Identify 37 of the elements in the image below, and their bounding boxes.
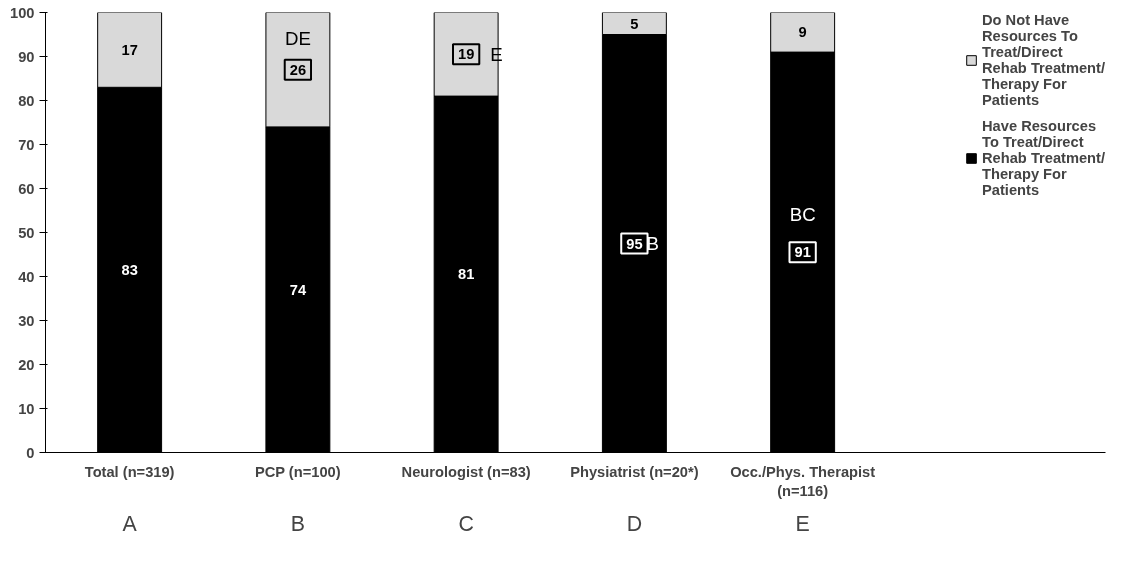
x-tick-label: PCP (n=100) xyxy=(254,463,341,480)
data-label: 19 xyxy=(457,46,475,63)
annotation: DE xyxy=(284,28,311,50)
data-label: 26 xyxy=(289,61,307,78)
data-label: 81 xyxy=(457,266,475,283)
x-tick-label: Total (n=319) xyxy=(84,463,175,480)
annotation: B xyxy=(646,233,659,254)
text: A xyxy=(122,511,138,536)
x-tick-label: Neurologist (n=83) xyxy=(401,463,531,480)
annotation: E xyxy=(490,43,503,65)
data-label: 5 xyxy=(630,15,639,32)
y-tick-label: 100 xyxy=(10,4,35,21)
data-label: 17 xyxy=(121,41,138,58)
text: D xyxy=(626,511,643,536)
y-tick-label: 40 xyxy=(18,268,35,285)
data-label: 74 xyxy=(289,281,307,298)
text: B xyxy=(290,511,305,536)
y-tick-label: 70 xyxy=(18,136,35,153)
data-label: 83 xyxy=(121,261,138,278)
legend-label: Have Resources To Treat/Direct Rehab Treatment/Therapy For Patients xyxy=(982,118,1105,198)
y-tick-label: 20 xyxy=(18,356,35,373)
y-tick-label: 10 xyxy=(18,400,35,417)
annotation: BC xyxy=(789,204,816,226)
y-tick-label: 60 xyxy=(18,180,35,197)
legend-label: Do Not Have Resources To Treat/Direct Rehab Treatment/Therapy For Patients xyxy=(982,12,1105,108)
text: E xyxy=(795,511,810,536)
text: C xyxy=(458,511,474,536)
data-label: 9 xyxy=(798,24,807,41)
y-tick-label: 90 xyxy=(18,48,35,65)
y-tick-label: 50 xyxy=(18,224,35,241)
data-label: 91 xyxy=(794,244,811,261)
y-tick-label: 80 xyxy=(18,92,35,109)
data-label: 95 xyxy=(626,235,643,252)
x-tick-label: Occ./Phys. Therapist (n=116) xyxy=(730,463,876,499)
y-tick-label: 0 xyxy=(26,444,35,461)
y-tick-label: 30 xyxy=(18,312,35,329)
x-tick-label: Physiatrist (n=20*) xyxy=(570,463,699,480)
